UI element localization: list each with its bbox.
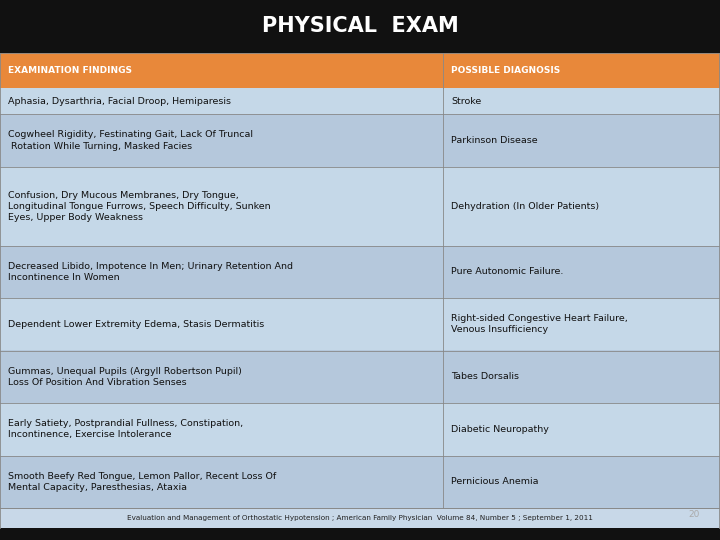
- Text: Decreased Libido, Impotence In Men; Urinary Retention And
Incontinence In Women: Decreased Libido, Impotence In Men; Urin…: [8, 262, 293, 282]
- Text: Tabes Dorsalis: Tabes Dorsalis: [451, 372, 519, 381]
- Bar: [0, 246, 720, 298]
- Bar: [0, 53, 720, 88]
- Bar: [0, 350, 720, 403]
- Bar: [0, 167, 720, 246]
- Text: Gummas, Unequal Pupils (Argyll Robertson Pupil)
Loss Of Position And Vibration S: Gummas, Unequal Pupils (Argyll Robertson…: [8, 367, 242, 387]
- Text: Diabetic Neuropathy: Diabetic Neuropathy: [451, 425, 549, 434]
- Text: Right-sided Congestive Heart Failure,
Venous Insufficiency: Right-sided Congestive Heart Failure, Ve…: [451, 314, 628, 334]
- Text: Cogwheel Rigidity, Festinating Gait, Lack Of Truncal
 Rotation While Turning, Ma: Cogwheel Rigidity, Festinating Gait, Lac…: [8, 131, 253, 151]
- Text: Pure Autonomic Failure.: Pure Autonomic Failure.: [451, 267, 563, 276]
- Text: Parkinson Disease: Parkinson Disease: [451, 136, 538, 145]
- Text: Pernicious Anemia: Pernicious Anemia: [451, 477, 539, 486]
- Text: 20: 20: [688, 510, 700, 519]
- Text: Smooth Beefy Red Tongue, Lemon Pallor, Recent Loss Of
Mental Capacity, Paresthes: Smooth Beefy Red Tongue, Lemon Pallor, R…: [8, 472, 276, 492]
- Text: PHYSICAL  EXAM: PHYSICAL EXAM: [261, 17, 459, 37]
- Text: Early Satiety, Postprandial Fullness, Constipation,
Incontinence, Exercise Intol: Early Satiety, Postprandial Fullness, Co…: [8, 419, 243, 440]
- Text: Dehydration (In Older Patients): Dehydration (In Older Patients): [451, 201, 599, 211]
- Bar: [0, 508, 720, 528]
- Text: Dependent Lower Extremity Edema, Stasis Dermatitis: Dependent Lower Extremity Edema, Stasis …: [8, 320, 264, 329]
- Bar: [0, 114, 720, 167]
- Text: Confusion, Dry Mucous Membranes, Dry Tongue,
Longitudinal Tongue Furrows, Speech: Confusion, Dry Mucous Membranes, Dry Ton…: [8, 191, 271, 222]
- Bar: [0, 88, 720, 114]
- Text: Evaluation and Management of Orthostatic Hypotension ; American Family Physician: Evaluation and Management of Orthostatic…: [127, 515, 593, 521]
- Text: Stroke: Stroke: [451, 97, 481, 106]
- Text: Aphasia, Dysarthria, Facial Droop, Hemiparesis: Aphasia, Dysarthria, Facial Droop, Hemip…: [8, 97, 231, 106]
- Bar: [0, 403, 720, 456]
- Text: POSSIBLE DIAGNOSIS: POSSIBLE DIAGNOSIS: [451, 66, 560, 75]
- Text: EXAMINATION FINDINGS: EXAMINATION FINDINGS: [8, 66, 132, 75]
- Bar: [0, 298, 720, 350]
- Bar: [0, 456, 720, 508]
